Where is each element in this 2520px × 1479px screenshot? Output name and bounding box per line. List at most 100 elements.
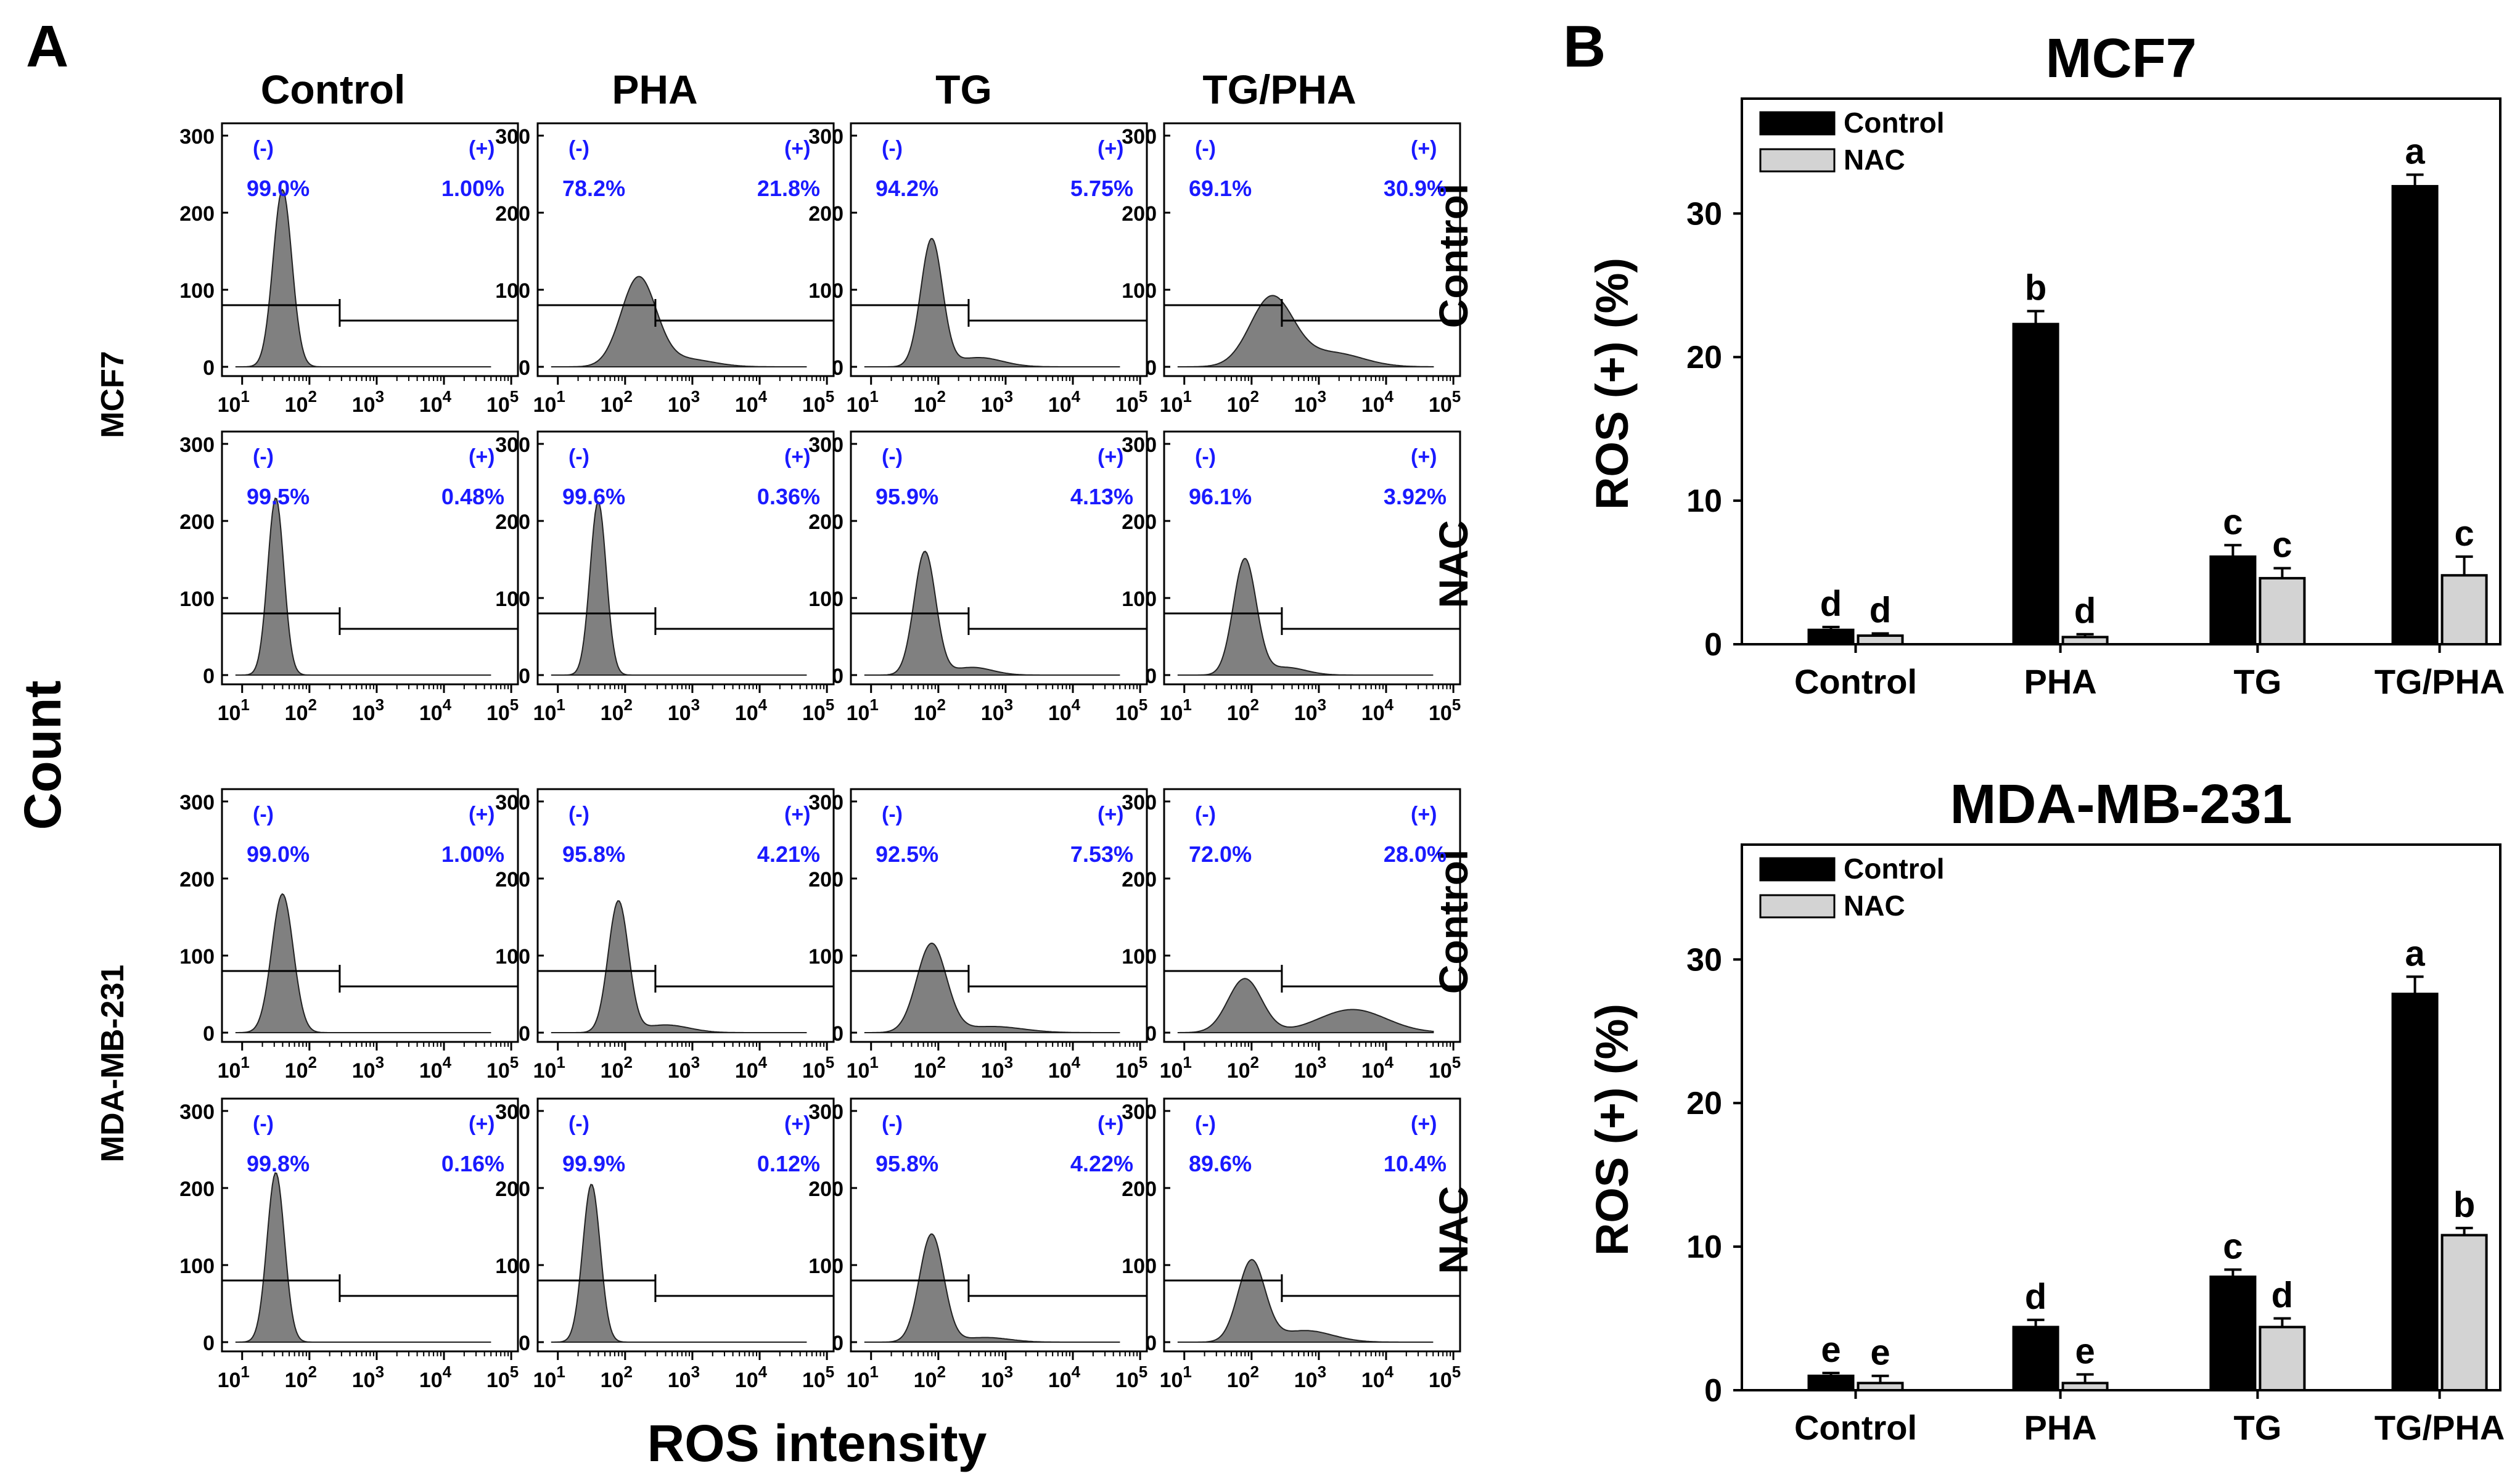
x-tick-exponent: 2 [1250, 1053, 1258, 1071]
x-tick-base: 10 [533, 393, 557, 417]
x-tick-base: 10 [668, 1369, 691, 1392]
x-tick-label: 105 [1115, 387, 1147, 417]
x-tick-exponent: 1 [556, 1362, 565, 1381]
x-tick-label: 105 [1115, 1053, 1147, 1083]
x-tick-label: 103 [1294, 1053, 1326, 1083]
x-tick-base: 10 [352, 1059, 376, 1083]
x-tick-label: 103 [1294, 695, 1326, 725]
gate-negative-label: (-) [253, 445, 274, 469]
y-axis-label: ROS (+) (%) [1586, 1004, 1638, 1256]
y-tick-label: 0 [832, 1022, 843, 1046]
x-tick-exponent: 4 [443, 695, 452, 714]
y-tick-label: 300 [808, 1100, 843, 1124]
x-tick-exponent: 2 [308, 1053, 316, 1071]
x-tick-label: 101 [1160, 387, 1192, 417]
y-tick-label: 20 [1686, 1086, 1722, 1121]
x-tick-base: 10 [601, 393, 624, 417]
y-tick-label: 300 [179, 1100, 215, 1124]
x-tick-base: 10 [1115, 393, 1139, 417]
y-tick-label: 200 [1122, 202, 1157, 226]
x-tick-label: 104 [1361, 1053, 1394, 1083]
x-tick-exponent: 2 [937, 695, 945, 714]
x-tick-base: 10 [1160, 702, 1183, 725]
positive-percentage: 1.00% [441, 842, 504, 867]
x-tick-exponent: 5 [1139, 1053, 1147, 1071]
x-tick-exponent: 1 [869, 387, 878, 406]
x-tick-base: 10 [352, 702, 376, 725]
y-tick-label: 100 [1122, 945, 1157, 969]
x-tick-label: 101 [847, 1362, 879, 1392]
x-tick-label: 102 [1227, 1053, 1259, 1083]
x-tick-label: 105 [1429, 387, 1461, 417]
x-tick-exponent: 5 [826, 387, 834, 406]
bar-nac [2259, 576, 2306, 645]
x-tick-label: 103 [668, 1053, 700, 1083]
significance-letter: d [2025, 1277, 2046, 1317]
x-tick-base: 10 [601, 1369, 624, 1392]
x-tick-base: 10 [486, 393, 510, 417]
x-tick-label: 104 [735, 387, 768, 417]
x-tick-exponent: 1 [556, 1053, 565, 1071]
x-tick-base: 10 [735, 1059, 758, 1083]
x-tick-label: 105 [1115, 1362, 1147, 1392]
x-tick-base: 10 [419, 1369, 443, 1392]
x-tick-label: 103 [352, 1053, 384, 1083]
x-tick-label: 102 [914, 387, 946, 417]
x-tick-exponent: 3 [376, 387, 384, 406]
y-tick-label: 100 [808, 945, 843, 969]
y-tick-label: 10 [1686, 483, 1722, 519]
x-tick-base: 10 [486, 1369, 510, 1392]
x-tick-exponent: 5 [510, 1362, 519, 1381]
row-label-0: Control [1430, 184, 1476, 329]
gate-positive-label: (+) [784, 137, 811, 160]
x-tick-label: 102 [285, 695, 317, 725]
bar-control [2391, 993, 2439, 1392]
gate-negative-label: (-) [568, 803, 589, 826]
x-tick-label: 104 [1048, 1362, 1081, 1392]
significance-letter: d [1820, 584, 1842, 624]
negative-percentage: 95.9% [876, 484, 938, 509]
negative-percentage: 95.8% [562, 842, 625, 867]
y-tick-label: 0 [1145, 1022, 1157, 1046]
x-tick-exponent: 5 [826, 695, 834, 714]
positive-percentage: 30.9% [1384, 176, 1447, 201]
x-tick-base: 10 [1294, 393, 1318, 417]
x-tick-exponent: 2 [308, 1362, 316, 1381]
y-tick-label: 0 [519, 665, 530, 688]
x-tick-base: 10 [601, 1059, 624, 1083]
x-tick-label: 104 [419, 1053, 452, 1083]
legend-label: Control [1844, 853, 1945, 885]
x-tick-label: 102 [914, 695, 946, 725]
x-tick-base: 10 [802, 1059, 826, 1083]
significance-letter: c [2454, 514, 2474, 554]
x-tick-base: 10 [1429, 1059, 1452, 1083]
x-tick-exponent: 5 [1452, 1053, 1461, 1071]
x-tick-exponent: 2 [308, 695, 316, 714]
histogram-curve [235, 188, 491, 367]
x-category-label: TG [2234, 662, 2282, 701]
chart-title: MDA-MB-231 [1950, 774, 2292, 835]
y-tick-label: 300 [179, 433, 215, 457]
row-label-2: Control [1430, 850, 1476, 994]
x-tick-base: 10 [285, 702, 308, 725]
x-tick-base: 10 [285, 1059, 308, 1083]
histogram-frame [850, 430, 1148, 686]
bar-nac [2061, 1382, 2109, 1391]
gate-positive-label: (+) [784, 803, 811, 826]
histogram-frame [850, 122, 1148, 377]
bar-control [2209, 555, 2257, 645]
y-tick-label: 0 [1145, 356, 1157, 380]
gate-positive-label: (+) [469, 137, 495, 160]
x-tick-label: 105 [1429, 1362, 1461, 1392]
bar-control [2012, 1325, 2059, 1392]
x-tick-base: 10 [981, 393, 1004, 417]
significance-letter: c [2272, 525, 2292, 565]
y-tick-label: 200 [495, 1178, 530, 1201]
positive-percentage: 0.36% [757, 484, 820, 509]
histogram-curve [864, 551, 1120, 676]
histogram-frame [1163, 122, 1461, 377]
bar-nac [2440, 574, 2488, 645]
